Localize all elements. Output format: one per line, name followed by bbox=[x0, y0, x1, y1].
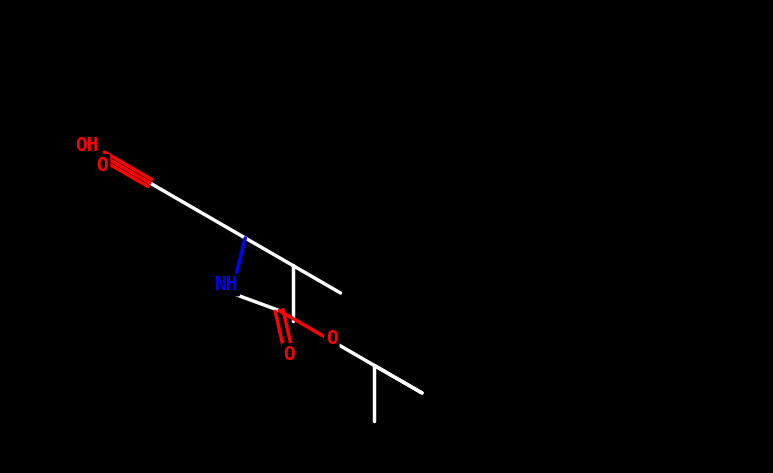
Text: O: O bbox=[326, 329, 338, 348]
Text: OH: OH bbox=[76, 136, 99, 155]
Text: O: O bbox=[97, 156, 108, 175]
Text: NH: NH bbox=[215, 275, 238, 295]
Text: O: O bbox=[283, 345, 295, 364]
